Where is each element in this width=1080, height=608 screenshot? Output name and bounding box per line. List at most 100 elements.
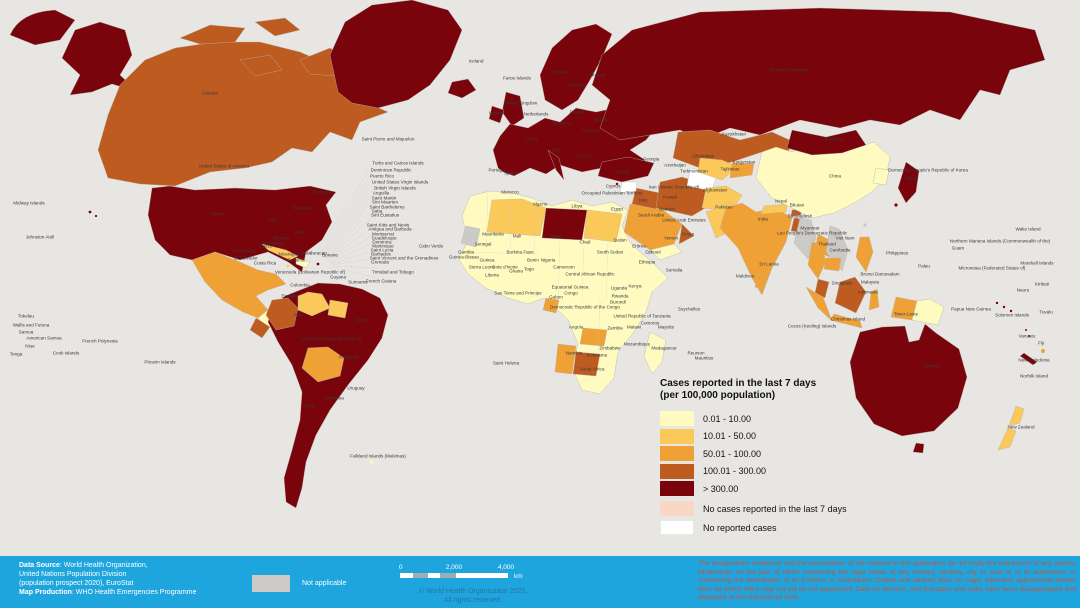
country-label: Brazil (356, 317, 368, 323)
country-label: Cocos (Keeling) Islands (787, 323, 837, 329)
country-label: Guadeloupe (371, 235, 397, 241)
country-label: Samoa (18, 329, 34, 335)
scale-bar-graphic (400, 573, 508, 578)
country-label: Tajikistan (720, 166, 740, 172)
country-label: Kiribati (1034, 281, 1050, 287)
data-source-line: (population prospect 2020), EuroStat (19, 580, 134, 587)
country-label: Curacao (309, 250, 327, 256)
country-label: Oman (681, 231, 695, 237)
country-label: Pitcairn Islands (144, 359, 176, 365)
country-label: Djibouti (645, 249, 661, 255)
legend-label: > 300.00 (703, 483, 739, 494)
country-label: Senegal (474, 241, 492, 247)
country-label: Tonga (9, 351, 23, 357)
country-label: New Zealand (1007, 424, 1035, 430)
country-label: Northern Mariana Islands (Commonwealth o… (949, 238, 1051, 244)
country-label: Mauritius (694, 355, 714, 361)
country-label: Saudi Arabia (637, 212, 665, 218)
country-label: Lao People's Democratic Republic (776, 230, 848, 236)
country-label: Martinique (372, 243, 394, 249)
country-label: Nepal (774, 198, 788, 204)
country-label: United Arab Emirates (662, 217, 706, 223)
country-label: Kuwait (663, 194, 677, 200)
country-label: Ghana (509, 268, 523, 274)
country-label: Paraguay (339, 354, 359, 360)
country-label: Palau (918, 263, 930, 269)
country-label: Gambia (457, 249, 475, 255)
country-label: Midway Islands (13, 200, 45, 206)
country-label: Dominican Republic (370, 167, 412, 173)
country-label: Poland (569, 109, 585, 115)
country-label: Togo (524, 266, 534, 272)
country-label: Micronesia (Federated States of) (958, 265, 1026, 271)
country-label: Wake Island (1015, 226, 1041, 232)
country-label: Puerto Rico (369, 173, 395, 179)
country-label: Grenada (371, 259, 389, 265)
legend-item: 0.01 - 10.00 (660, 411, 990, 426)
country-label: Iran (Islamic Republic of) (648, 184, 700, 190)
country-label: Saint Barthelemy (369, 204, 405, 210)
legend-swatch (660, 501, 694, 516)
country-label: Sri Lanka (759, 261, 779, 267)
country-label: Guinea (479, 257, 495, 263)
world-map: Midway Islands Johnston Atoll Tokelau Walli… (0, 0, 1080, 556)
country-label: Nauru (1016, 287, 1030, 293)
legend-label: No cases reported in the last 7 days (703, 503, 847, 514)
country-label: Mauritania (482, 231, 504, 237)
country-shapes (9, 0, 1046, 509)
country-label: Anguilla (372, 190, 390, 196)
country-label: Montserrat (372, 231, 394, 237)
scale-tick: 2,000 (445, 564, 463, 571)
country-label: Belize (259, 243, 273, 249)
country-label: Burundi (610, 299, 626, 305)
country-label: United Kingdom (504, 100, 538, 106)
country-label: Central African Republic (565, 271, 615, 277)
country-label: French Polynesia (82, 338, 118, 344)
country-label: Marshall Islands (1020, 260, 1054, 266)
country-label: Cote d'Ivoire (492, 264, 518, 270)
legend-swatch (660, 446, 694, 461)
country-label: Fiji (1038, 340, 1044, 346)
scale-bar: 0 2,000 4,000 km (399, 564, 540, 580)
country-label: Seychelles (677, 306, 701, 312)
country-label: Aruba (299, 250, 313, 256)
country-label: Turks and Caicos Islands (372, 160, 424, 166)
country-label: Norfolk Island (1019, 373, 1049, 379)
country-label: South Sudan (596, 249, 624, 255)
legend-swatch (660, 463, 694, 479)
country-label: India (758, 216, 768, 222)
country-label: Nicaragua (278, 251, 300, 257)
country-label: Indonesia (858, 289, 878, 295)
legend-swatch (660, 428, 694, 444)
country-label: Niger (550, 233, 562, 239)
country-label: Algeria (532, 201, 548, 207)
copyright-notice: © World Health Organization 2022, All ri… (393, 587, 553, 605)
country-label: Morocco (501, 189, 519, 195)
country-label: Uganda (610, 285, 628, 291)
data-source-line: United Nations Population Division (19, 571, 127, 578)
country-label: Panama (287, 257, 305, 263)
not-applicable-legend: Not applicable (252, 575, 346, 592)
country-label: Burkina Faso (506, 249, 534, 255)
country-label: Saba (371, 208, 383, 214)
country-label: Democratic Republic of the Congo (550, 304, 620, 310)
country-label: American Samoa (26, 335, 62, 341)
country-label: Singapore (831, 280, 853, 286)
map-legend: Cases reported in the last 7 days (per 1… (660, 378, 990, 538)
country-label: British Virgin Islands (374, 185, 416, 191)
country-label: Vanuatu (1018, 333, 1036, 339)
country-label: Iceland (468, 58, 484, 64)
country-label: Greece (576, 153, 592, 159)
country-label: Cuba (267, 217, 279, 223)
country-label: Zimbabwe (599, 345, 621, 351)
country-labels-layer: Midway Islands Johnston Atoll Tokelau Walli… (9, 58, 1054, 459)
country-label: France (523, 136, 539, 142)
country-label: Eritrea (632, 243, 646, 249)
country-label: Haiti (294, 229, 304, 235)
scale-bar-segment (439, 573, 457, 578)
country-label: Sao Tome and Principe (494, 290, 542, 296)
country-label: Zambia (607, 325, 623, 331)
country-label: Azerbaijan (664, 162, 686, 168)
country-label: Turkey (616, 169, 630, 175)
country-label: Portugal (488, 167, 506, 173)
